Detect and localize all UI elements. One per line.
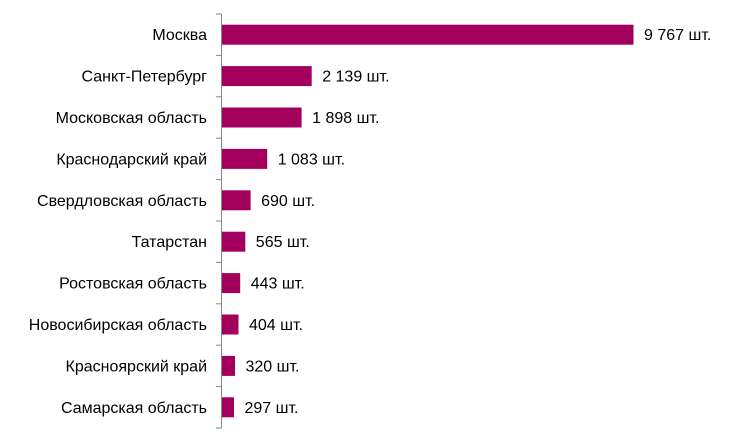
category-label: Москва (152, 27, 207, 44)
category-labels: Москва Санкт-Петербург Московская область К… (29, 27, 207, 417)
value-label: 297 шт. (245, 400, 299, 417)
value-label: 690 шт. (261, 193, 315, 210)
bar (221, 24, 634, 45)
value-label: 565 шт. (256, 234, 310, 251)
bar (221, 273, 241, 294)
bar (221, 397, 234, 418)
value-labels: 9 767 шт. 2 139 шт. 1 898 шт. 1 083 шт. 690 … (245, 27, 712, 417)
value-label: 9 767 шт. (644, 27, 711, 44)
bars-group (221, 24, 634, 418)
value-label: 1 898 шт. (312, 110, 379, 127)
category-label: Московская область (56, 110, 207, 127)
category-label: Ростовская область (59, 276, 207, 293)
bar (221, 148, 268, 169)
category-label: Краснодарский край (56, 151, 207, 168)
bar (221, 107, 302, 128)
category-axis (216, 13, 222, 429)
bar (221, 190, 251, 211)
bar (221, 355, 235, 376)
bar (221, 314, 239, 335)
category-label: Новосибирская область (29, 317, 207, 334)
value-label: 320 шт. (246, 358, 300, 375)
category-label: Свердловская область (37, 193, 207, 210)
bar (221, 231, 246, 252)
category-label: Санкт-Петербург (82, 69, 208, 86)
value-label: 404 шт. (249, 317, 303, 334)
value-label: 1 083 шт. (278, 151, 345, 168)
value-label: 2 139 шт. (322, 69, 389, 86)
category-label: Красноярский край (66, 358, 207, 375)
category-label: Татарстан (132, 234, 207, 251)
bar (221, 66, 312, 87)
category-label: Самарская область (61, 400, 207, 417)
value-label: 443 шт. (251, 276, 305, 293)
